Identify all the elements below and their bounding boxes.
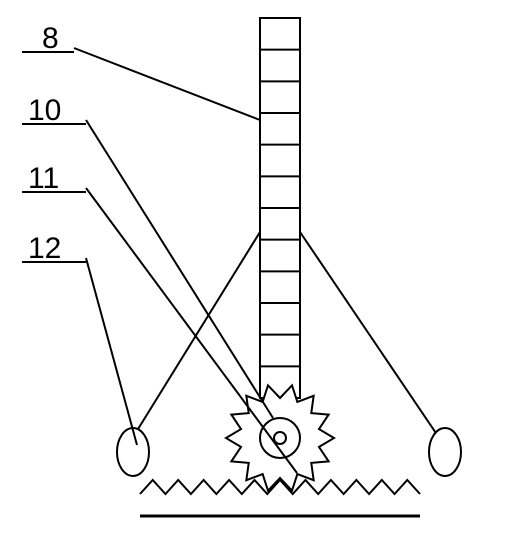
support-leg-0: [130, 232, 260, 442]
gear-hub: [260, 418, 300, 458]
diagram-canvas: 8 10 11 12: [0, 0, 524, 558]
leader-10: [86, 120, 273, 418]
label-8: 8: [42, 22, 59, 55]
leader-8: [74, 48, 260, 120]
label-11: 11: [28, 162, 59, 195]
label-12: 12: [28, 232, 61, 265]
leader-12: [86, 258, 137, 445]
wheel-0: [117, 428, 149, 476]
label-10: 10: [28, 94, 61, 127]
leader-11: [86, 188, 297, 473]
support-leg-1: [300, 232, 442, 442]
wheel-1: [429, 428, 461, 476]
ground-zigzag: [140, 480, 420, 494]
